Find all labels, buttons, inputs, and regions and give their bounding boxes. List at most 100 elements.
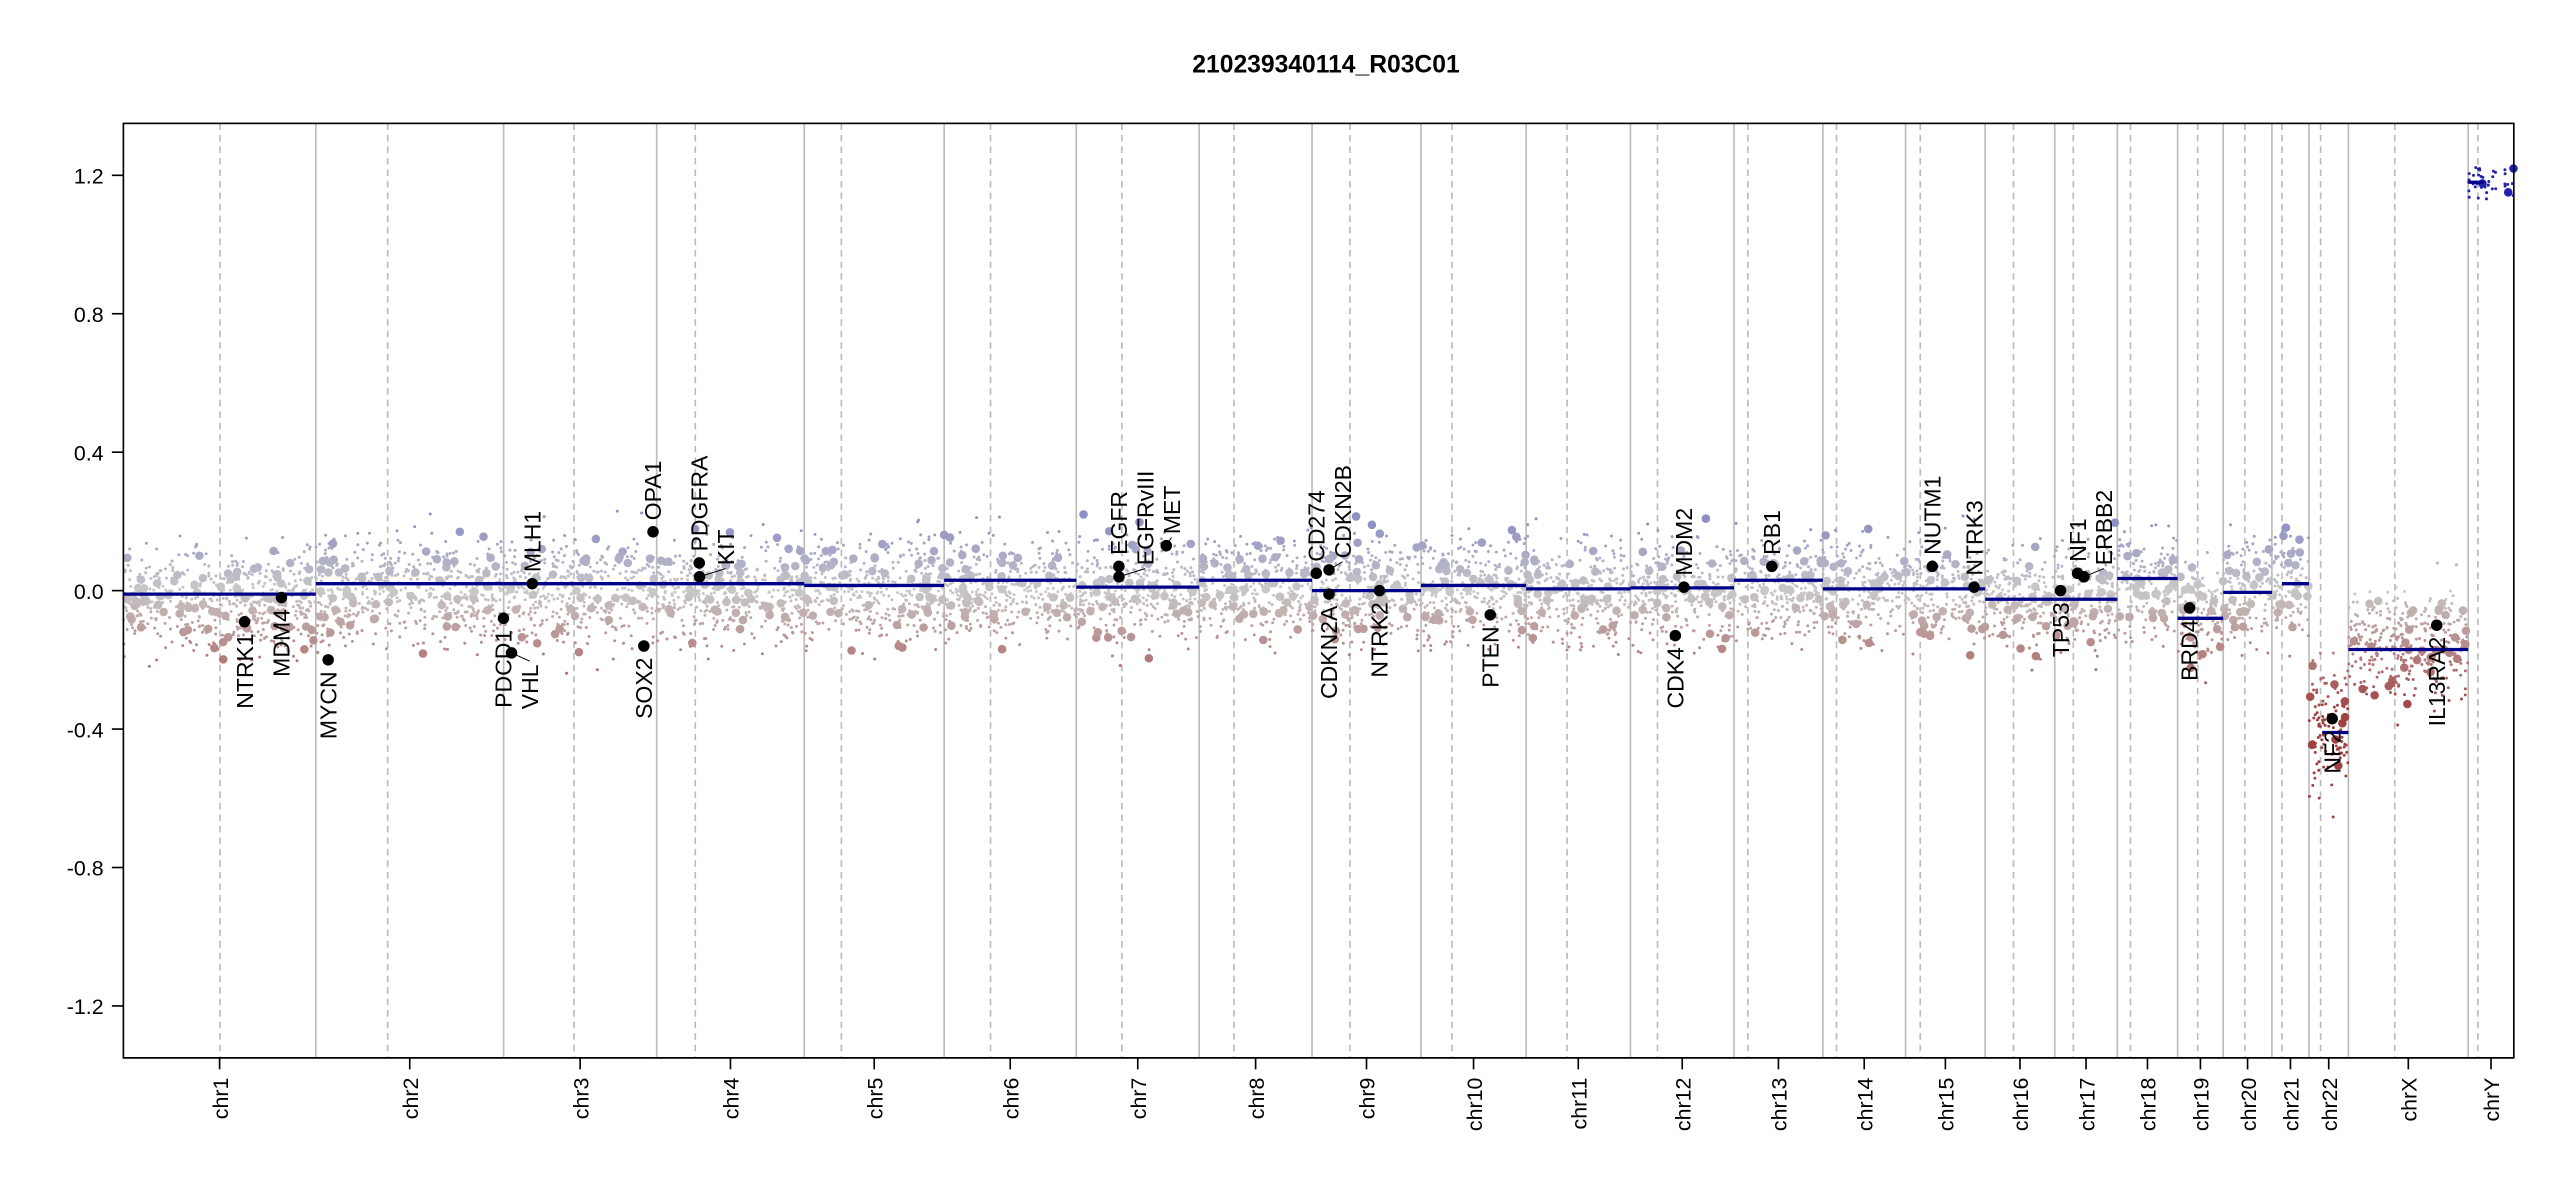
probe-dot <box>446 647 449 651</box>
probe-dot <box>127 615 136 624</box>
probe-dot <box>144 541 148 545</box>
probe-dot <box>1433 549 1437 553</box>
probe-dot <box>1067 585 1071 588</box>
probe-dot <box>809 558 813 562</box>
probe-dot <box>1292 582 1301 591</box>
probe-dot <box>290 588 294 592</box>
probe-dot <box>949 603 953 607</box>
probe-dot <box>1721 633 1730 643</box>
probe-dot <box>326 605 330 609</box>
probe-dot <box>168 589 172 593</box>
probe-dot <box>1522 603 1526 607</box>
probe-dot <box>1720 625 1724 628</box>
probe-dot <box>625 555 629 559</box>
probe-dot <box>1654 608 1658 612</box>
probe-dot <box>1748 570 1757 580</box>
probe-dot <box>415 622 419 626</box>
probe-dot <box>1105 592 1109 596</box>
probe-dot <box>414 598 418 601</box>
probe-dot <box>594 605 598 609</box>
probe-dot <box>1298 608 1302 612</box>
probe-dot <box>1632 603 1636 607</box>
probe-dot <box>543 561 547 565</box>
probe-dot <box>1309 585 1313 589</box>
probe-dot <box>1045 636 1049 640</box>
probe-dot <box>360 629 364 633</box>
probe-dot <box>207 564 211 568</box>
probe-dot <box>1819 538 1823 542</box>
probe-dot <box>528 572 532 576</box>
probe-dot <box>1631 643 1635 647</box>
probe-dot <box>809 552 813 556</box>
probe-dot <box>1147 580 1151 584</box>
probe-dot <box>626 578 630 582</box>
probe-dot <box>1272 593 1276 597</box>
probe-dot <box>1525 558 1529 562</box>
probe-dot <box>1117 595 1121 599</box>
probe-dot <box>1067 604 1071 608</box>
probe-dot <box>581 584 585 588</box>
probe-dot <box>826 568 830 572</box>
probe-dot <box>790 611 794 615</box>
probe-dot <box>339 625 343 629</box>
probe-dot <box>1825 597 1829 600</box>
probe-dot <box>656 571 660 575</box>
probe-dot <box>1126 570 1130 574</box>
probe-dot <box>1279 585 1283 589</box>
probe-dot <box>475 614 479 618</box>
probe-dot <box>1462 588 1466 592</box>
probe-dot <box>713 624 717 627</box>
probe-dot <box>686 598 690 602</box>
probe-dot <box>1787 615 1791 619</box>
probe-dot <box>1202 571 1206 575</box>
probe-dot <box>1165 613 1169 617</box>
probe-dot <box>1204 584 1208 588</box>
probe-dot <box>714 576 718 580</box>
probe-dot <box>1093 627 1103 637</box>
probe-dot <box>1562 583 1566 587</box>
probe-dot <box>435 550 439 554</box>
probe-dot <box>721 559 730 569</box>
probe-dot <box>1608 571 1612 575</box>
probe-dot <box>632 557 636 561</box>
probe-dot <box>186 601 190 605</box>
probe-dot <box>455 600 459 604</box>
probe-dot <box>1303 566 1307 570</box>
probe-dot <box>168 563 172 567</box>
probe-dot <box>1649 581 1653 585</box>
probe-dot <box>156 571 160 575</box>
probe-dot <box>1606 605 1610 609</box>
probe-dot <box>520 585 524 589</box>
probe-dot <box>817 545 821 549</box>
probe-dot <box>329 588 333 592</box>
probe-dot <box>207 574 211 578</box>
probe-dot <box>273 642 277 646</box>
probe-dot <box>645 621 649 625</box>
probe-dot <box>1670 610 1674 614</box>
probe-dot <box>1450 607 1454 611</box>
probe-dot <box>319 603 323 607</box>
probe-dot <box>559 628 563 632</box>
probe-dot <box>856 616 860 620</box>
probe-dot <box>552 555 556 559</box>
probe-dot <box>1608 594 1612 598</box>
probe-dot <box>594 585 598 589</box>
probe-dot <box>184 623 188 627</box>
probe-dot <box>880 626 884 630</box>
probe-dot <box>760 625 764 629</box>
probe-dot <box>1160 549 1164 553</box>
probe-dot <box>1224 556 1228 560</box>
probe-dot <box>633 611 637 615</box>
probe-dot <box>494 599 498 603</box>
probe-dot <box>957 550 967 560</box>
probe-dot <box>1492 573 1496 577</box>
probe-dot <box>740 594 744 598</box>
probe-dot <box>1264 568 1268 572</box>
probe-dot <box>1567 645 1571 649</box>
probe-dot <box>1406 555 1410 559</box>
probe-dot <box>784 590 788 594</box>
probe-dot <box>414 619 418 623</box>
probe-dot <box>561 640 565 644</box>
probe-dot <box>1567 590 1571 594</box>
probe-dot <box>281 568 285 572</box>
